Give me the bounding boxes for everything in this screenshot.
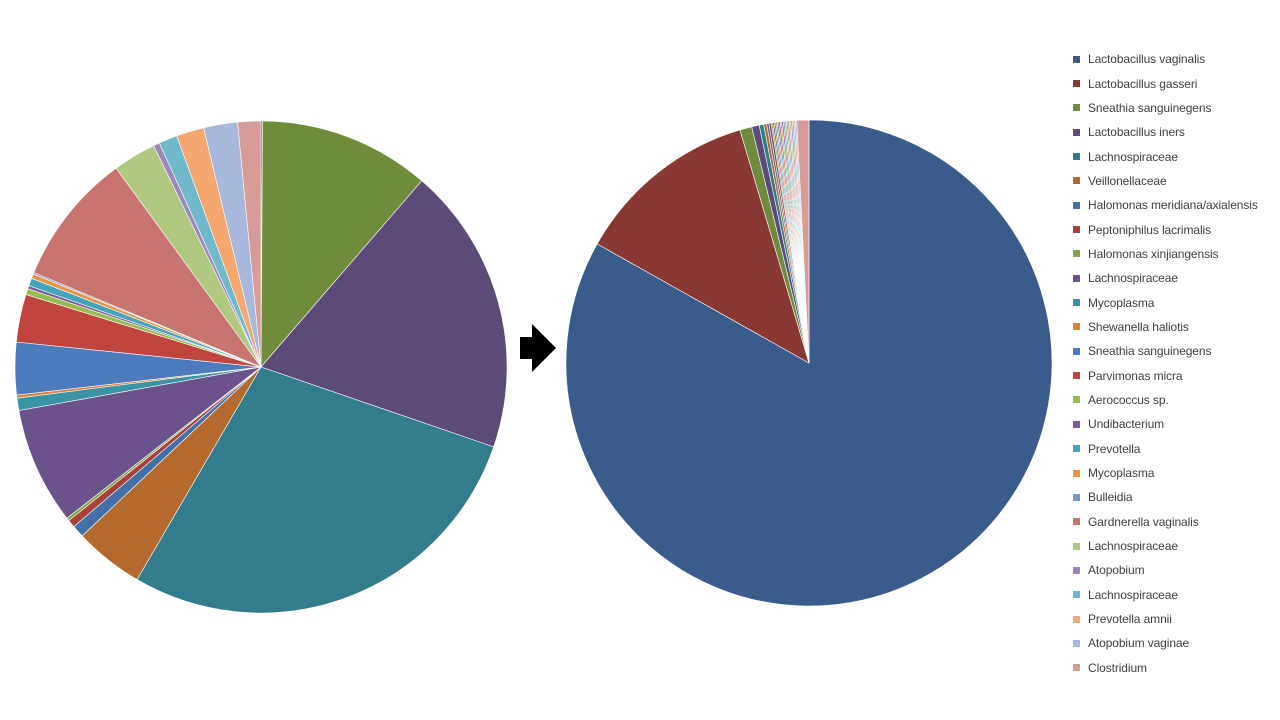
legend-item: Atopobium vaginae — [1072, 631, 1277, 655]
legend-label: Halomonas xinjiangensis — [1088, 246, 1219, 261]
legend-item: Lactobacillus iners — [1072, 120, 1277, 144]
legend-label: Sneathia sanguinegens — [1088, 344, 1212, 359]
legend-label: Atopobium vaginae — [1088, 636, 1190, 651]
legend-label: Bulleidia — [1088, 490, 1133, 505]
legend-item: Mycoplasma — [1072, 461, 1277, 485]
legend-swatch — [1073, 299, 1080, 307]
pie-chart-after — [565, 119, 1053, 607]
legend-item: Lachnospiraceae — [1072, 144, 1277, 168]
legend-swatch — [1073, 153, 1080, 161]
legend-item: Undibacterium — [1072, 412, 1277, 436]
legend-item: Sneathia sanguinegens — [1072, 96, 1277, 120]
pie-after-slice-1 — [596, 129, 810, 364]
legend-swatch — [1073, 80, 1080, 88]
legend-item: Lachnospiraceae — [1072, 534, 1277, 558]
legend-swatch — [1073, 55, 1080, 63]
legend-item: Atopobium — [1072, 558, 1277, 582]
chart-legend: Lactobacillus vaginalis Lactobacillus gas… — [1072, 47, 1277, 680]
legend-item: Bulleidia — [1072, 485, 1277, 509]
legend-label: Veillonellaceae — [1088, 173, 1167, 188]
legend-swatch — [1073, 639, 1080, 647]
pie-charts-canvas — [14, 119, 1053, 614]
legend-item: Lactobacillus gasseri — [1072, 71, 1277, 95]
legend-item: Mycoplasma — [1072, 290, 1277, 314]
legend-swatch — [1073, 518, 1080, 526]
legend-label: Gardnerella vaginalis — [1088, 514, 1199, 529]
legend-label: Aerococcus sp. — [1088, 392, 1169, 407]
legend-label: Shewanella haliotis — [1088, 319, 1189, 334]
legend-swatch — [1073, 177, 1080, 185]
pie-before-slice-2 — [260, 120, 423, 368]
legend-swatch — [1073, 664, 1080, 672]
legend-item: Gardnerella vaginalis — [1072, 510, 1277, 534]
legend-swatch — [1073, 566, 1080, 574]
legend-label: Lachnospiraceae — [1088, 587, 1178, 602]
legend-swatch — [1073, 104, 1080, 112]
legend-swatch — [1073, 250, 1080, 258]
legend-label: Lachnospiraceae — [1088, 271, 1178, 286]
pie-before-slice-25 — [237, 120, 262, 368]
legend-label: Sneathia sanguinegens — [1088, 100, 1212, 115]
legend-swatch — [1073, 542, 1080, 550]
legend-label: Undibacterium — [1088, 417, 1165, 432]
legend-item: Clostridium — [1072, 656, 1277, 680]
legend-item: Peptoniphilus lacrimalis — [1072, 217, 1277, 241]
legend-label: Lactobacillus vaginalis — [1088, 52, 1206, 67]
pie-before-slice-9 — [18, 366, 262, 519]
legend-item: Aerococcus sp. — [1072, 388, 1277, 412]
pie-before-slice-19 — [33, 167, 262, 368]
legend-swatch — [1073, 226, 1080, 234]
legend-label: Mycoplasma — [1088, 295, 1155, 310]
legend-label: Prevotella amnii — [1088, 612, 1172, 627]
legend-swatch — [1073, 347, 1080, 355]
legend-item: Shewanella haliotis — [1072, 315, 1277, 339]
legend-swatch — [1073, 372, 1080, 380]
legend-swatch — [1073, 128, 1080, 136]
legend-swatch — [1073, 591, 1080, 599]
legend-label: Clostridium — [1088, 660, 1147, 675]
legend-item: Prevotella — [1072, 437, 1277, 461]
legend-label: Lachnospiraceae — [1088, 149, 1178, 164]
legend-swatch — [1073, 323, 1080, 331]
pie-after-slice-25 — [796, 119, 810, 364]
legend-label: Lactobacillus iners — [1088, 125, 1185, 140]
legend-label: Parvimonas micra — [1088, 368, 1183, 383]
legend-label: Prevotella — [1088, 441, 1141, 456]
legend-swatch — [1073, 420, 1080, 428]
legend-item: Lachnospiraceae — [1072, 583, 1277, 607]
legend-label: Atopobium — [1088, 563, 1145, 578]
legend-label: Halomonas meridiana/axialensis — [1088, 198, 1258, 213]
pie-chart-before — [14, 120, 508, 614]
legend-item: Parvimonas micra — [1072, 363, 1277, 387]
legend-label: Lachnospiraceae — [1088, 539, 1178, 554]
legend-swatch — [1073, 469, 1080, 477]
legend-item: Sneathia sanguinegens — [1072, 339, 1277, 363]
right-arrow-icon — [520, 324, 556, 372]
legend-label: Mycoplasma — [1088, 466, 1155, 481]
legend-swatch — [1073, 445, 1080, 453]
legend-swatch — [1073, 615, 1080, 623]
legend-swatch — [1073, 201, 1080, 209]
legend-item: Prevotella amnii — [1072, 607, 1277, 631]
legend-swatch — [1073, 274, 1080, 282]
legend-swatch — [1073, 396, 1080, 404]
legend-swatch — [1073, 493, 1080, 501]
legend-item: Lachnospiraceae — [1072, 266, 1277, 290]
legend-label: Lactobacillus gasseri — [1088, 76, 1198, 91]
pie-before-slice-4 — [136, 366, 495, 614]
legend-label: Peptoniphilus lacrimalis — [1088, 222, 1211, 237]
legend-item: Halomonas xinjiangensis — [1072, 242, 1277, 266]
legend-item: Veillonellaceae — [1072, 169, 1277, 193]
legend-item: Lactobacillus vaginalis — [1072, 47, 1277, 71]
pie-before-slice-3 — [260, 180, 508, 448]
legend-item: Halomonas meridiana/axialensis — [1072, 193, 1277, 217]
